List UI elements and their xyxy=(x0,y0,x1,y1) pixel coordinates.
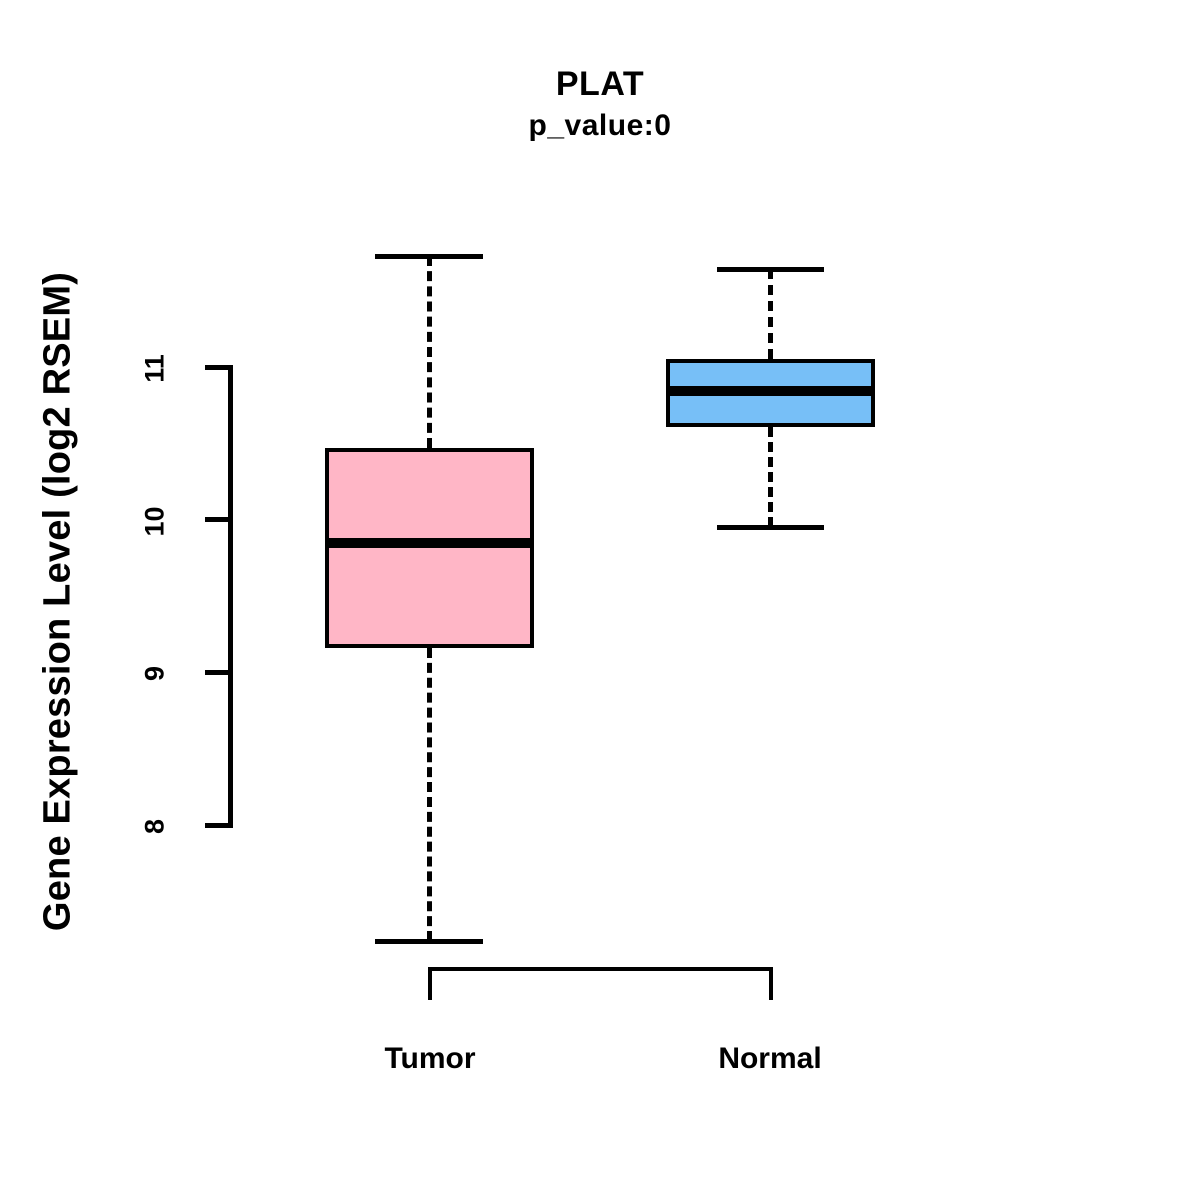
tumor-upper-whisker xyxy=(426,255,432,448)
x-category-label-normal: Normal xyxy=(718,1042,822,1075)
tumor-lower-whisker xyxy=(426,647,432,942)
normal-upper-whisker xyxy=(767,269,773,360)
chart-title-block: PLAT p_value:0 xyxy=(0,62,1200,146)
chart-title: PLAT xyxy=(555,65,645,103)
x-category-label-tumor: Tumor xyxy=(384,1042,476,1075)
normal-lower-whisker-cap xyxy=(716,525,824,531)
y-tick-mark-9 xyxy=(205,669,231,675)
tumor-lower-whisker-cap xyxy=(375,939,483,945)
y-axis-label: Gene Expression Level (log2 RSEM) xyxy=(36,271,79,932)
y-tick-label-8: 8 xyxy=(139,818,170,835)
y-tick-label-10: 10 xyxy=(139,506,170,537)
y-tick-mark-11 xyxy=(205,364,231,370)
x-axis-line xyxy=(428,967,773,971)
x-tick-mark-normal xyxy=(769,967,773,1000)
y-axis-spine xyxy=(228,364,233,828)
y-tick-mark-10 xyxy=(205,517,231,523)
tumor-box xyxy=(324,447,534,648)
y-tick-mark-8 xyxy=(205,822,231,828)
chart-subtitle-pvalue: p_value:0 xyxy=(528,109,672,142)
x-tick-mark-tumor xyxy=(428,967,432,1000)
tumor-median-line xyxy=(324,537,534,548)
normal-median-line xyxy=(665,386,875,397)
y-tick-label-9: 9 xyxy=(139,666,170,682)
normal-lower-whisker xyxy=(767,426,773,528)
y-tick-label-11: 11 xyxy=(139,354,170,383)
